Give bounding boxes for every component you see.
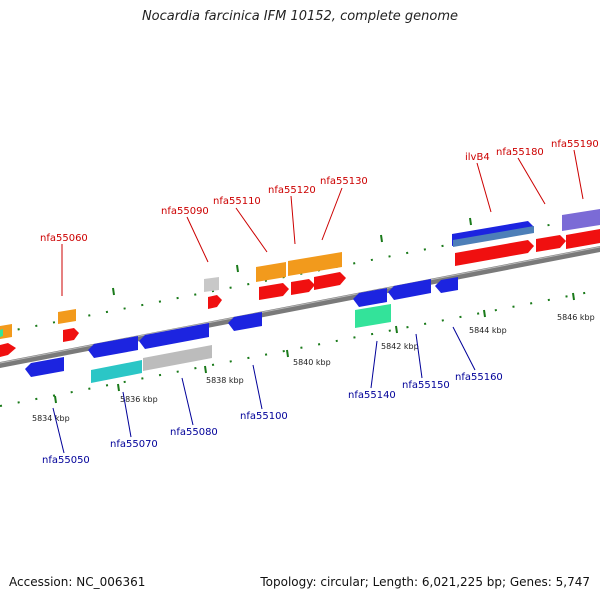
gene-label[interactable]: nfa55080 bbox=[170, 427, 218, 438]
gene-arrow-blue[interactable] bbox=[353, 288, 387, 307]
scale-label: 5840 kbp bbox=[293, 358, 331, 367]
gene-label[interactable]: nfa55110 bbox=[213, 196, 261, 207]
scale-label: 5846 kbp bbox=[557, 313, 595, 322]
gene-block-red[interactable] bbox=[566, 229, 600, 249]
accession-label: Accession: NC_006361 bbox=[9, 575, 146, 589]
gene-block-purple[interactable] bbox=[562, 209, 600, 231]
gene-arrow-red[interactable] bbox=[536, 235, 566, 252]
gene-block-steel[interactable] bbox=[453, 226, 534, 247]
gene-arrow-blue[interactable] bbox=[25, 357, 64, 377]
gene-label[interactable]: nfa55130 bbox=[320, 176, 368, 187]
gene-arrow-blue[interactable] bbox=[388, 279, 431, 300]
gene-arrow-blue[interactable] bbox=[139, 323, 209, 349]
gene-arrow-blue[interactable] bbox=[435, 277, 458, 293]
reverse-gene-labels: nfa55050 nfa55070 nfa55080 nfa55100 nfa5… bbox=[42, 372, 503, 466]
gene-block-orange[interactable] bbox=[58, 309, 76, 324]
gene-block-gray[interactable] bbox=[204, 277, 219, 292]
reverse-major-ticks bbox=[54, 292, 575, 404]
gene-label[interactable]: nfa55190 bbox=[551, 139, 599, 150]
forward-gene-labels: nfa55060 nfa55090 nfa55110 nfa55120 nfa5… bbox=[40, 139, 599, 244]
gene-label[interactable]: nfa55090 bbox=[161, 206, 209, 217]
scale-labels: 5834 kbp 5836 kbp 5838 kbp 5840 kbp 5842… bbox=[32, 313, 595, 423]
gene-block-orange[interactable] bbox=[256, 262, 286, 282]
gene-arrow-red[interactable] bbox=[291, 279, 315, 295]
gene-arrow-red[interactable] bbox=[259, 283, 289, 300]
reverse-gene-blocks bbox=[25, 277, 458, 383]
genome-stats-label: Topology: circular; Length: 6,021,225 bp… bbox=[260, 575, 590, 589]
scale-label: 5834 kbp bbox=[32, 414, 70, 423]
forward-major-ticks bbox=[112, 217, 472, 296]
gene-label[interactable]: nfa55150 bbox=[402, 380, 450, 391]
page-title: Nocardia farcinica IFM 10152, complete g… bbox=[141, 9, 459, 24]
scale-label: 5844 kbp bbox=[469, 326, 507, 335]
gene-arrow-red[interactable] bbox=[0, 343, 16, 357]
gene-label[interactable]: ilvB4 bbox=[465, 152, 490, 163]
reverse-callout-lines bbox=[52, 326, 476, 454]
gene-label[interactable]: nfa55060 bbox=[40, 233, 88, 244]
gene-label[interactable]: nfa55160 bbox=[455, 372, 503, 383]
gene-block-green[interactable] bbox=[0, 329, 3, 337]
forward-gene-blocks bbox=[0, 209, 600, 357]
forward-callout-lines bbox=[61, 149, 584, 296]
gene-arrow-red[interactable] bbox=[314, 272, 346, 290]
gene-arrow-blue[interactable] bbox=[228, 312, 262, 331]
gene-block-orange[interactable] bbox=[288, 252, 342, 276]
gene-label[interactable]: nfa55180 bbox=[496, 147, 544, 158]
gene-arrow-red[interactable] bbox=[208, 295, 222, 309]
scale-label: 5842 kbp bbox=[381, 342, 419, 351]
gene-block-gray[interactable] bbox=[143, 345, 212, 371]
gene-block-green[interactable] bbox=[355, 304, 391, 328]
gene-label[interactable]: nfa55070 bbox=[110, 439, 158, 450]
gene-label[interactable]: nfa55120 bbox=[268, 185, 316, 196]
gene-label[interactable]: nfa55050 bbox=[42, 455, 90, 466]
gene-arrow-blue[interactable] bbox=[88, 336, 138, 358]
gene-label[interactable]: nfa55140 bbox=[348, 390, 396, 401]
gene-label[interactable]: nfa55100 bbox=[240, 411, 288, 422]
gene-arrow-red[interactable] bbox=[63, 328, 79, 342]
gene-block-cyan[interactable] bbox=[91, 360, 142, 383]
gene-arrow-red[interactable] bbox=[455, 240, 534, 266]
scale-label: 5838 kbp bbox=[206, 376, 244, 385]
scale-label: 5836 kbp bbox=[120, 395, 158, 404]
